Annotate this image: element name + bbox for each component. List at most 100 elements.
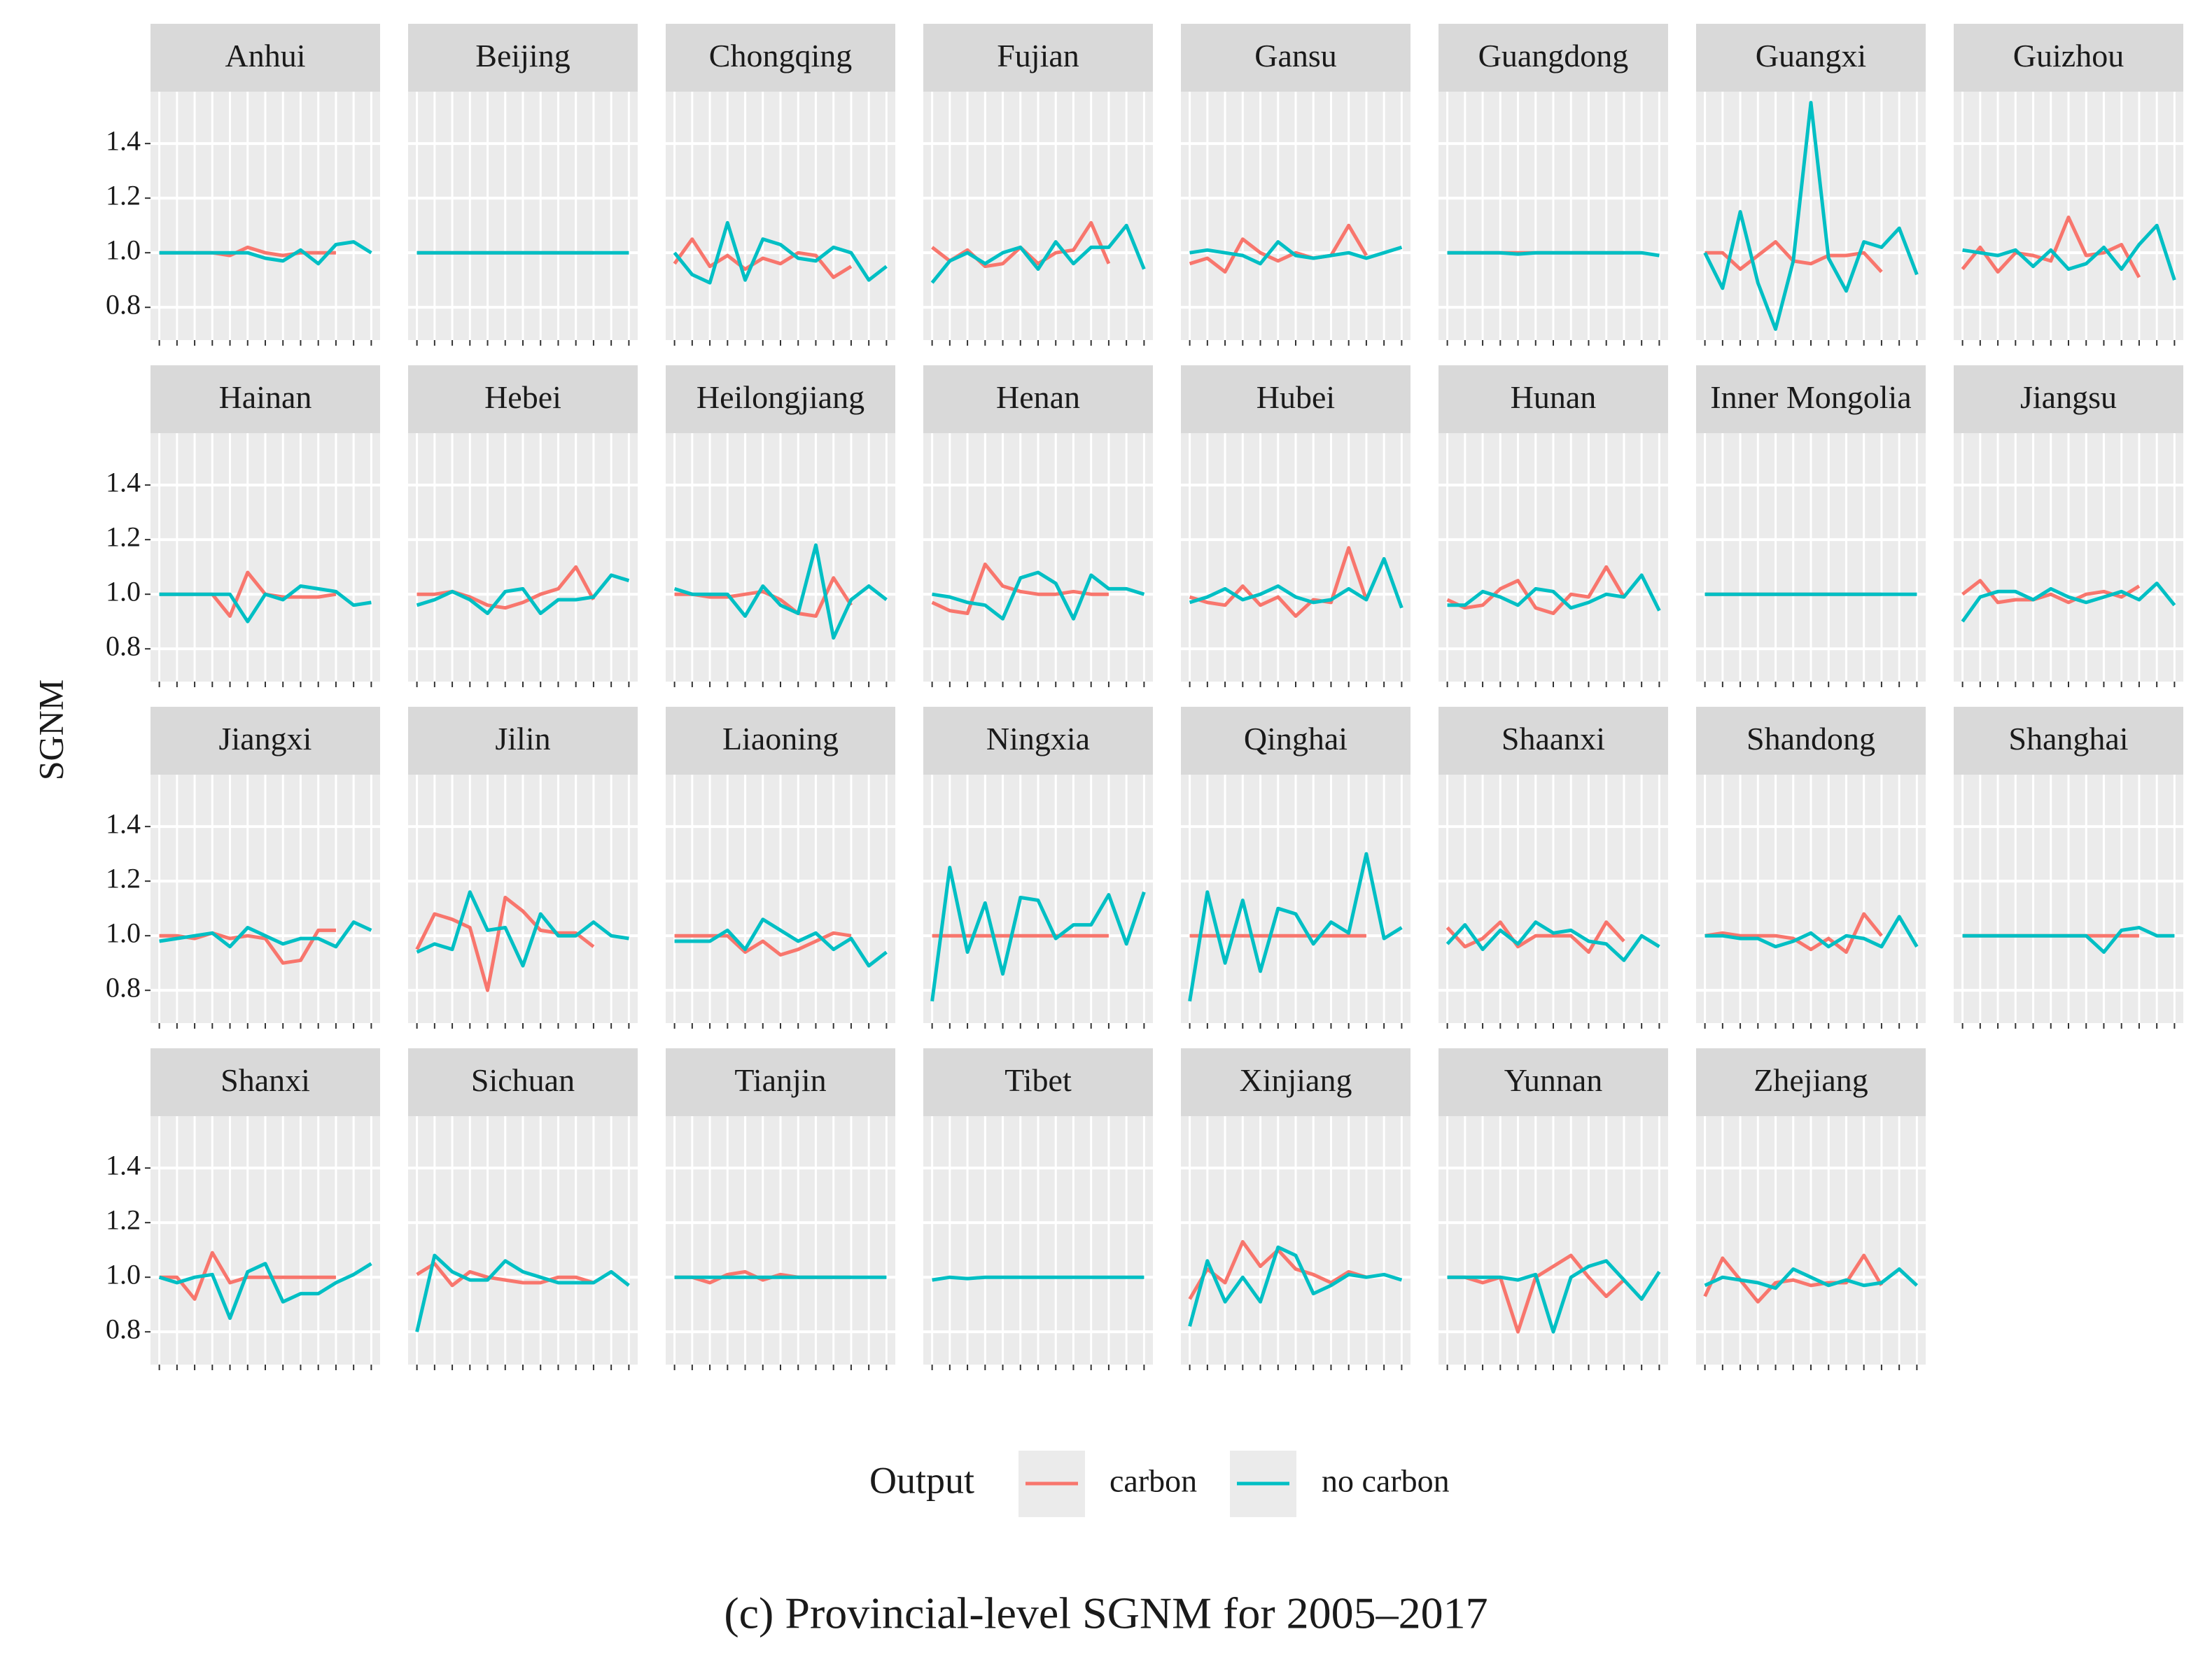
y-tick-label: 1.4 (106, 466, 141, 498)
strip-label: Xinjiang (1240, 1062, 1352, 1098)
series-line (1188, 1245, 1403, 1328)
strip (1181, 1048, 1410, 1116)
series-line (930, 866, 1146, 1002)
strip-label: Hebei (484, 379, 561, 415)
y-tick-label: 1.0 (106, 1258, 141, 1290)
strip-label: Sichuan (471, 1062, 575, 1098)
series-line (1188, 852, 1403, 1002)
strip (1181, 707, 1410, 775)
series-line (1189, 557, 1404, 609)
strip (1438, 365, 1668, 433)
series-line (673, 543, 888, 640)
strip (666, 707, 895, 775)
strip (1181, 24, 1410, 92)
strip (1696, 365, 1926, 433)
strip (1696, 707, 1926, 775)
strip-label: Shanxi (220, 1062, 310, 1098)
strip-label: Ningxia (986, 721, 1090, 756)
strip (923, 365, 1153, 433)
strip (666, 1048, 895, 1116)
series-line (1962, 926, 2175, 955)
series-line (673, 220, 888, 285)
strip-label: Liaoning (722, 721, 839, 756)
series-line (932, 570, 1145, 621)
series-line (1704, 915, 1919, 949)
strip-label: Tianjin (734, 1062, 826, 1098)
strip-label: Hunan (1511, 379, 1597, 415)
legend-label: no carbon (1322, 1463, 1450, 1499)
legend-label: carbon (1110, 1463, 1197, 1499)
caption: (c) Provincial-level SGNM for 2005–2017 (724, 1589, 1488, 1638)
strip-label: Zhejiang (1754, 1062, 1868, 1098)
series-line (158, 1262, 372, 1321)
series-line (1447, 573, 1661, 612)
series-line (1961, 216, 2141, 279)
strip (666, 24, 895, 92)
y-tick-label: 1.4 (106, 1149, 141, 1181)
strip-label: Fujian (997, 38, 1079, 73)
strip (1438, 24, 1668, 92)
strip (1181, 365, 1410, 433)
series-line (930, 223, 1146, 284)
strip (1696, 1048, 1926, 1116)
strip (1438, 1048, 1668, 1116)
series-line (931, 562, 1109, 615)
y-tick-label: 1.2 (106, 179, 141, 211)
strip-label: Jiangxi (219, 721, 312, 756)
y-tick-label: 1.2 (106, 862, 141, 894)
series-line (415, 896, 595, 992)
strip (666, 365, 895, 433)
strip (923, 24, 1153, 92)
y-tick-label: 1.0 (106, 917, 141, 948)
series-line (1962, 223, 2176, 281)
series-line (1961, 582, 2176, 623)
strip (408, 1048, 638, 1116)
strip (150, 365, 380, 433)
strip-label: Guangxi (1756, 38, 1866, 73)
strip-label: Heilongjiang (696, 379, 864, 415)
series-line (416, 890, 629, 968)
series-line (1704, 912, 1883, 955)
strip (1696, 24, 1926, 92)
strip-label: Jilin (495, 721, 550, 756)
series-line (416, 573, 630, 615)
strip (923, 1048, 1153, 1116)
strip-label: Hubei (1256, 379, 1335, 415)
series-line (932, 1275, 1144, 1282)
y-tick-label: 0.8 (106, 288, 141, 320)
series-line (1446, 920, 1660, 962)
strip-label: Shaanxi (1502, 721, 1605, 756)
series-line (1704, 1267, 1919, 1290)
y-tick-label: 1.4 (106, 808, 141, 839)
series-line (1703, 101, 1919, 331)
strip (1954, 365, 2183, 433)
y-tick-label: 1.0 (106, 575, 141, 607)
y-tick-label: 0.8 (106, 971, 141, 1003)
series-line (1447, 1259, 1661, 1334)
strip-label: Jiangsu (2020, 379, 2117, 415)
y-tick-label: 0.8 (106, 630, 141, 661)
strip-label: Henan (996, 379, 1080, 415)
strip (150, 24, 380, 92)
series-line (416, 1262, 594, 1288)
strip (1438, 707, 1668, 775)
series-line (1703, 1253, 1884, 1304)
strip-label: Hainan (219, 379, 312, 415)
series-line (159, 1251, 336, 1301)
series-line (674, 576, 853, 618)
strip-label: Chongqing (709, 38, 852, 73)
strip (1954, 24, 2183, 92)
strip (1954, 707, 2183, 775)
strip-label: Guizhou (2013, 38, 2124, 73)
y-tick-label: 1.4 (106, 125, 141, 156)
strip (923, 707, 1153, 775)
strip-label: Shandong (1746, 721, 1875, 756)
strip (150, 707, 380, 775)
strip-label: Gansu (1254, 38, 1337, 73)
strip-label: Anhui (225, 38, 306, 73)
series-line (159, 240, 372, 266)
strip (150, 1048, 380, 1116)
series-line (159, 584, 372, 624)
y-tick-label: 1.2 (106, 521, 141, 552)
